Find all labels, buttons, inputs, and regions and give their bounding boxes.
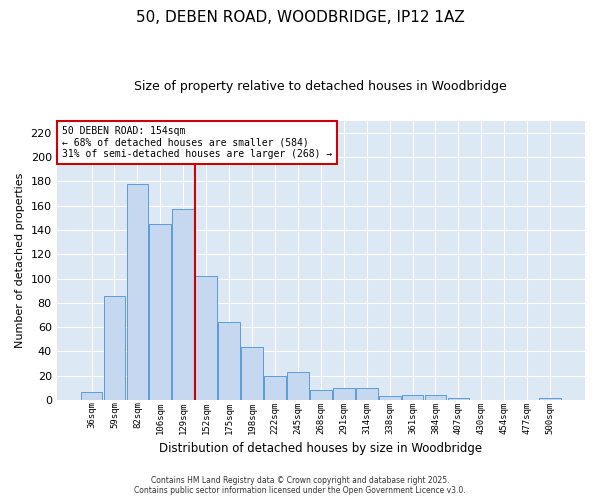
Bar bbox=[218, 322, 240, 400]
Bar bbox=[448, 398, 469, 400]
Text: 50, DEBEN ROAD, WOODBRIDGE, IP12 1AZ: 50, DEBEN ROAD, WOODBRIDGE, IP12 1AZ bbox=[136, 10, 464, 25]
Bar bbox=[127, 184, 148, 400]
X-axis label: Distribution of detached houses by size in Woodbridge: Distribution of detached houses by size … bbox=[159, 442, 482, 455]
Bar bbox=[356, 388, 377, 400]
Text: 50 DEBEN ROAD: 154sqm
← 68% of detached houses are smaller (584)
31% of semi-det: 50 DEBEN ROAD: 154sqm ← 68% of detached … bbox=[62, 126, 332, 160]
Bar bbox=[241, 346, 263, 400]
Bar bbox=[80, 392, 103, 400]
Bar bbox=[379, 396, 401, 400]
Bar bbox=[425, 395, 446, 400]
Bar bbox=[401, 395, 424, 400]
Bar bbox=[264, 376, 286, 400]
Bar bbox=[333, 388, 355, 400]
Bar bbox=[172, 210, 194, 400]
Bar bbox=[149, 224, 171, 400]
Bar bbox=[196, 276, 217, 400]
Bar bbox=[539, 398, 561, 400]
Bar bbox=[104, 296, 125, 400]
Title: Size of property relative to detached houses in Woodbridge: Size of property relative to detached ho… bbox=[134, 80, 507, 93]
Y-axis label: Number of detached properties: Number of detached properties bbox=[15, 172, 25, 348]
Text: Contains HM Land Registry data © Crown copyright and database right 2025.
Contai: Contains HM Land Registry data © Crown c… bbox=[134, 476, 466, 495]
Bar bbox=[310, 390, 332, 400]
Bar bbox=[287, 372, 309, 400]
